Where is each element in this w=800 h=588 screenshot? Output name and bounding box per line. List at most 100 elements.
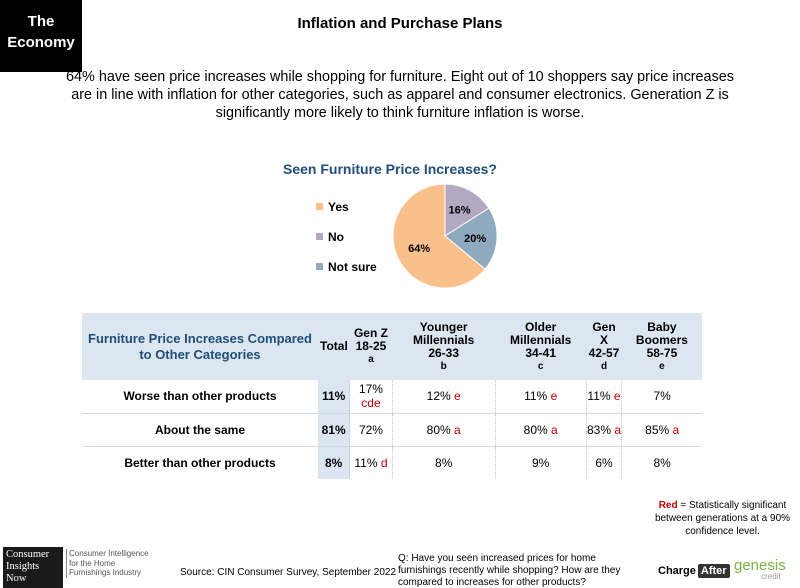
- footnote-text: = Statistically significant between gene…: [654, 500, 791, 537]
- cell-value: 83%: [586, 422, 611, 437]
- cell-value: 11%: [354, 455, 378, 470]
- table-cell: 11% d: [349, 445, 393, 479]
- cell-value: 81%: [321, 422, 346, 437]
- table-cell: 80% a: [494, 412, 587, 446]
- legend-label: Yes: [328, 199, 349, 214]
- cell-value: 80%: [426, 422, 451, 437]
- table-cell: 6%: [585, 445, 622, 479]
- pie-chart-title: Seen Furniture Price Increases?: [283, 161, 497, 177]
- table-cell: 85% a: [621, 412, 702, 446]
- row-label: Better than other products: [82, 445, 318, 479]
- legend-swatch: [316, 263, 323, 270]
- pie-slice-no: [444, 183, 490, 237]
- chargeafter-logo: Charge After: [658, 564, 730, 578]
- table-cell: 72%: [349, 412, 393, 446]
- column-name: Total: [320, 339, 348, 353]
- legend-label: No: [328, 229, 344, 244]
- pie-label-no: 16%: [449, 205, 471, 217]
- cell-value: 8%: [435, 455, 453, 470]
- column-header-older-millennials: Older Millennials 34-41 c: [495, 313, 587, 380]
- summary-text: 64% have seen price increases while shop…: [66, 69, 734, 121]
- cell-value: 85%: [645, 422, 670, 437]
- column-letter: a: [368, 354, 374, 365]
- significance-marker: e: [450, 389, 461, 404]
- survey-question: Q: Have you seen increased prices for ho…: [398, 553, 621, 588]
- legend-swatch: [316, 203, 323, 210]
- table-cell: 17% cde: [349, 380, 393, 413]
- pie-slice-not-sure: [444, 207, 498, 270]
- cell-value: 6%: [595, 455, 613, 470]
- cin-logo: Consumer Insights Now: [3, 547, 63, 588]
- column-header-gen-x: Gen X 42-57 d: [586, 313, 622, 380]
- column-header-total: Total: [318, 313, 350, 380]
- cell-value: 80%: [523, 422, 548, 437]
- pie-legend: Yes No Not sure: [316, 199, 377, 289]
- column-name: Baby Boomers: [635, 319, 688, 347]
- table-row: Worse than other products 11% 17% cde 12% e…: [82, 380, 702, 413]
- table-row-header: Furniture Price Increases Compared to Ot…: [82, 313, 318, 380]
- cell-value: 8%: [653, 455, 671, 470]
- table-cell: 12% e: [391, 380, 496, 413]
- footnote-red-word: Red: [658, 500, 678, 511]
- table-row: Better than other products 8% 11% d 8% 9% 6% 8…: [82, 445, 702, 479]
- column-name: Older Millennials: [510, 319, 572, 347]
- cell-value: 17%: [358, 382, 383, 397]
- table-cell: 8%: [391, 445, 496, 479]
- source-note: Source: CIN Consumer Survey, September 2…: [180, 567, 397, 578]
- table-cell: 7%: [621, 380, 702, 413]
- page-title: Inflation and Purchase Plans: [297, 15, 503, 32]
- cell-value: 72%: [358, 422, 383, 437]
- table-cell: 80% a: [391, 412, 496, 446]
- legend-item-no: No: [316, 229, 377, 244]
- cell-value: 11%: [524, 389, 548, 404]
- column-ages: 42-57: [588, 345, 620, 360]
- chargeafter-logo-text: Charge: [658, 565, 696, 577]
- table-header-row: Furniture Price Increases Compared to Ot…: [82, 313, 702, 380]
- comparison-table: Furniture Price Increases Compared to Ot…: [82, 313, 702, 479]
- significance-marker: cde: [361, 396, 381, 411]
- column-ages: 26-33: [428, 345, 460, 360]
- significance-marker: a: [450, 422, 461, 437]
- legend-label: Not sure: [328, 259, 377, 274]
- column-ages: 34-41: [525, 345, 557, 360]
- total-cell: 8%: [318, 445, 350, 479]
- table-cell: 9%: [494, 445, 587, 479]
- significance-marker: e: [610, 389, 621, 404]
- cell-value: 9%: [532, 455, 550, 470]
- table-cell: 11% e: [494, 380, 587, 413]
- table-cell: 11% e: [585, 380, 622, 413]
- column-ages: 18-25: [355, 339, 387, 353]
- table-cell: 83% a: [585, 412, 622, 446]
- significance-marker: e: [547, 389, 558, 404]
- cin-tagline: Consumer Intelligence for the Home Furni…: [66, 549, 154, 578]
- column-header-baby-boomers: Baby Boomers 58-75 e: [621, 313, 702, 380]
- column-letter: c: [537, 360, 544, 372]
- cell-value: 8%: [324, 455, 343, 470]
- column-header-gen-z: Gen Z 18-25 a: [349, 313, 393, 380]
- cell-value: 12%: [426, 389, 451, 404]
- genesis-logo-text: genesis: [734, 557, 786, 574]
- column-letter: e: [659, 360, 665, 372]
- cell-value: 11%: [587, 389, 611, 404]
- column-name: Gen Z: [353, 326, 388, 340]
- row-label: About the same: [82, 412, 318, 446]
- column-name: Gen X: [592, 319, 616, 347]
- column-letter: b: [440, 360, 447, 372]
- significance-marker: a: [611, 422, 622, 437]
- genesis-logo: genesis credit: [734, 558, 786, 581]
- section-tag: The Economy: [0, 0, 82, 72]
- cell-value: 11%: [321, 389, 346, 404]
- legend-item-yes: Yes: [316, 199, 377, 214]
- genesis-logo-sub: credit: [761, 572, 781, 581]
- significance-marker: d: [377, 455, 388, 470]
- pie-label-yes: 64%: [408, 243, 430, 255]
- table-cell: 8%: [621, 445, 702, 479]
- total-cell: 11%: [318, 380, 350, 413]
- column-name: Younger Millennials: [413, 319, 475, 347]
- significance-marker: a: [669, 422, 680, 437]
- legend-swatch: [316, 233, 323, 240]
- row-label: Worse than other products: [123, 389, 277, 404]
- table-row: About the same 81% 72% 80% a 80% a 83% a 85% a: [82, 412, 702, 446]
- column-header-younger-millennials: Younger Millennials 26-33 b: [392, 313, 496, 380]
- chargeafter-logo-badge: After: [697, 564, 730, 578]
